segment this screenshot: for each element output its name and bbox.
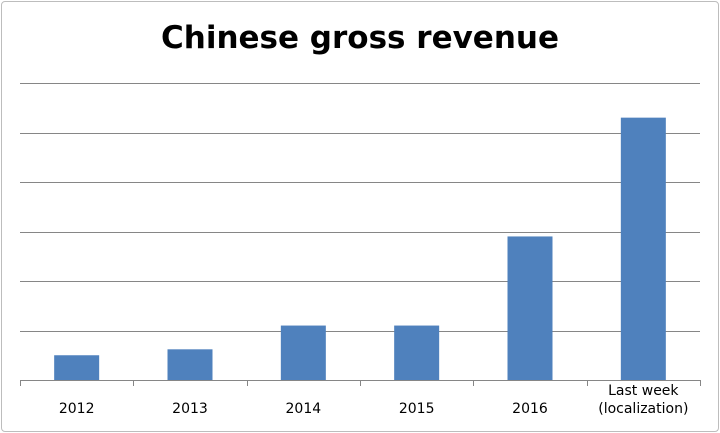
x-tick-label: 2016 <box>512 401 548 417</box>
bar <box>54 355 100 380</box>
x-tick-label: 2012 <box>59 401 95 417</box>
bar <box>280 325 326 380</box>
x-tick-label: 2014 <box>286 401 322 417</box>
gridlines <box>20 83 700 332</box>
x-tick-label: 2015 <box>399 401 435 417</box>
bar <box>394 325 440 380</box>
x-tick-label: 2013 <box>172 401 208 417</box>
chart-title: Chinese gross revenue <box>161 20 559 56</box>
bar <box>507 236 553 380</box>
bar <box>167 349 213 380</box>
bar <box>620 117 666 381</box>
x-tick-label: Last week (localization) <box>598 383 688 417</box>
x-axis <box>20 380 701 386</box>
bars <box>54 117 666 381</box>
x-tick-labels: 2012 2013 2014 2015 2016 Last week (localizati… <box>59 383 689 417</box>
